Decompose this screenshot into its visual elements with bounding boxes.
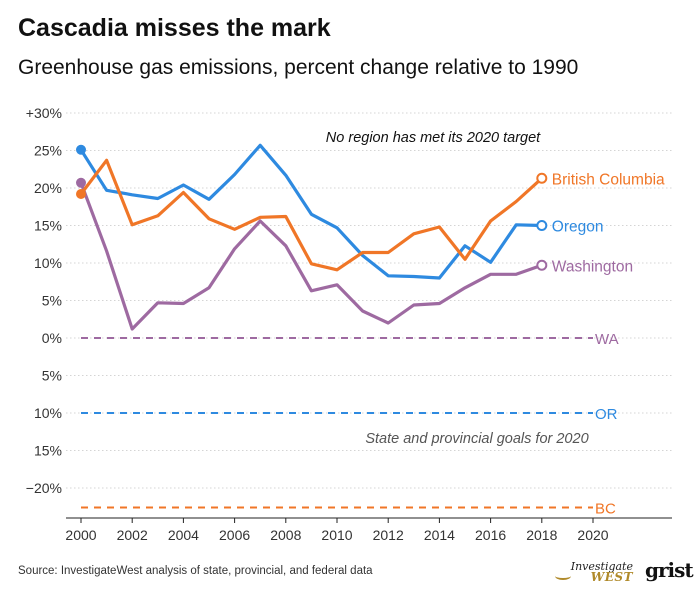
logo-swoosh-icon: [555, 572, 571, 580]
annotation-goals: State and provincial goals for 2020: [365, 431, 588, 447]
y-tick-label: 20%: [34, 180, 62, 196]
annotation-no-target-met: No region has met its 2020 target: [326, 130, 541, 146]
investigatewest-logo: Investigate WEST: [555, 560, 633, 586]
y-tick-label: 0%: [42, 330, 62, 346]
series-start-point-oregon: [76, 144, 86, 155]
series-label-washington: Washington: [552, 258, 633, 275]
x-tick-label: 2008: [270, 527, 301, 543]
x-tick-label: 2012: [373, 527, 404, 543]
y-tick-label: 5%: [42, 368, 62, 384]
y-tick-label: 15%: [34, 218, 62, 234]
y-tick-label: −20%: [26, 480, 62, 496]
series-start-point-british-columbia: [76, 189, 86, 199]
line-chart: +30% 25% 20% 15% 10% 5% 0% 5% 10% 15% −20% 2000 2002…: [26, 105, 672, 543]
series-end-point-oregon: [536, 220, 548, 231]
y-tick-label: 10%: [34, 405, 62, 421]
x-tick-label: 2014: [424, 527, 455, 543]
y-tick-label: 15%: [34, 443, 62, 459]
series-label-british-columbia: British Columbia: [552, 171, 665, 188]
investigatewest-logo-line1: Investigate: [570, 560, 633, 573]
target-label-wa: WA: [595, 331, 619, 348]
x-tick-label: 2004: [168, 527, 199, 543]
target-label-bc: BC: [595, 501, 616, 518]
x-tick-label: 2020: [577, 527, 608, 543]
y-tick-label: 5%: [42, 293, 62, 309]
x-tick-label: 2018: [526, 527, 557, 543]
target-label-or: OR: [595, 406, 618, 423]
series-end-point-washington: [536, 259, 548, 271]
grist-logo: grist: [645, 558, 694, 582]
y-tick-label: 10%: [34, 255, 62, 271]
series-line-british-columbia: [79, 158, 544, 272]
series-end-point-british-columbia: [536, 172, 548, 184]
chart-subtitle: Greenhouse gas emissions, percent change…: [18, 56, 579, 79]
chart-title: Cascadia misses the mark: [18, 14, 331, 42]
y-tick-label: 25%: [34, 143, 62, 159]
x-tick-label: 2006: [219, 527, 250, 543]
series-line-washington: [79, 181, 544, 331]
series-label-oregon: Oregon: [552, 219, 604, 236]
x-tick-label: 2002: [117, 527, 148, 543]
series-line-oregon: [79, 143, 544, 280]
investigatewest-logo-line2: WEST: [590, 570, 633, 584]
x-tick-label: 2000: [65, 527, 96, 543]
series-start-point-washington: [76, 177, 86, 188]
y-tick-label: +30%: [26, 105, 62, 121]
source-note: Source: InvestigateWest analysis of stat…: [18, 565, 373, 577]
x-tick-label: 2010: [321, 527, 352, 543]
x-tick-label: 2016: [475, 527, 506, 543]
